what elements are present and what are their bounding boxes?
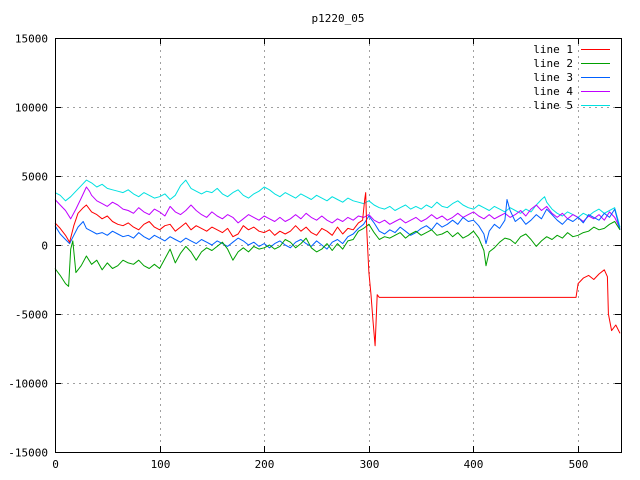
y-tick-label: -5000 [15,309,48,322]
legend-label: line 3 [533,71,573,84]
legend-label: line 1 [533,43,573,56]
data-layer [54,179,621,347]
axes-layer: -15000 -10000 -5000 0 5000 10000 15000 0 100 200 3… [8,33,621,471]
chart-title: p1220_05 [312,12,365,25]
y-tick-label: 15000 [15,33,48,46]
y-tick-label: -15000 [8,447,48,460]
y-tick-label: -10000 [8,378,48,391]
x-tick-label: 200 [255,458,275,471]
series-line-line-2 [54,221,621,287]
x-tick-label: 0 [52,458,59,471]
legend-label: line 2 [533,57,573,70]
x-tick-label: 300 [360,458,380,471]
x-tick-label: 500 [569,458,589,471]
series-line-line-1 [54,192,621,347]
series-line-line-5 [54,179,621,228]
y-tick-label: 5000 [22,171,49,184]
legend-label: line 5 [533,99,573,112]
grid-layer [55,38,621,452]
y-tick-label: 0 [41,240,48,253]
series-line-line-4 [54,186,621,229]
x-tick-label: 400 [464,458,484,471]
legend-label: line 4 [533,85,573,98]
x-tick-label: 100 [151,458,171,471]
y-tick-label: 10000 [15,102,48,115]
series-line-line-3 [54,199,621,250]
